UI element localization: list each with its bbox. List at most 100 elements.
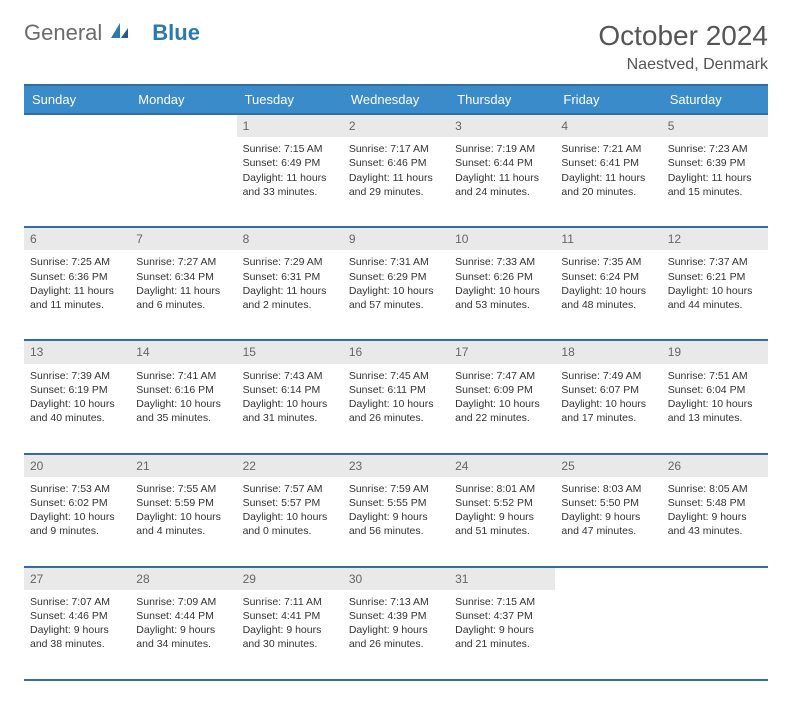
calendar-day: 29 Sunrise: 7:11 AMSunset: 4:41 PMDayligh… <box>237 567 343 680</box>
sunrise-text: Sunrise: 7:59 AM <box>349 482 443 496</box>
sunrise-text: Sunrise: 7:35 AM <box>561 255 655 269</box>
day-number: 25 <box>555 455 661 477</box>
daylight-text: Daylight: 11 hours and 6 minutes. <box>136 284 230 312</box>
calendar-day: 3Sunrise: 7:19 AMSunset: 6:44 PMDaylight… <box>449 114 555 227</box>
calendar-day: 7Sunrise: 7:27 AMSunset: 6:34 PMDaylight… <box>130 227 236 340</box>
calendar-day: 21Sunrise: 7:55 AMSunset: 5:59 PMDayligh… <box>130 454 236 567</box>
day-number: 7 <box>130 228 236 250</box>
sunrise-text: Sunrise: 7:23 AM <box>668 142 762 156</box>
sunset-text: Sunset: 4:41 PM <box>243 609 337 623</box>
calendar-day: 14Sunrise: 7:41 AMSunset: 6:16 PMDayligh… <box>130 340 236 453</box>
sunrise-text: Sunrise: 7:29 AM <box>243 255 337 269</box>
calendar-day: 31Sunrise: 7:15 AMSunset: 4:37 PMDayligh… <box>449 567 555 680</box>
sunrise-text: Sunrise: 7:47 AM <box>455 369 549 383</box>
daylight-text: Daylight: 10 hours and 48 minutes. <box>561 284 655 312</box>
day-number: 30 <box>343 568 449 590</box>
sunset-text: Sunset: 6:21 PM <box>668 270 762 284</box>
daylight-text: Daylight: 9 hours and 34 minutes. <box>136 623 230 651</box>
calendar-day: 13Sunrise: 7:39 AMSunset: 6:19 PMDayligh… <box>24 340 130 453</box>
sunset-text: Sunset: 6:16 PM <box>136 383 230 397</box>
calendar-empty <box>130 114 236 227</box>
calendar-day: 15Sunrise: 7:43 AMSunset: 6:14 PMDayligh… <box>237 340 343 453</box>
day-number: 29 <box>237 568 343 590</box>
sunrise-text: Sunrise: 7:43 AM <box>243 369 337 383</box>
daylight-text: Daylight: 10 hours and 13 minutes. <box>668 397 762 425</box>
day-number: 13 <box>24 341 130 363</box>
day-number: 23 <box>343 455 449 477</box>
daylight-text: Daylight: 9 hours and 56 minutes. <box>349 510 443 538</box>
sunrise-text: Sunrise: 7:37 AM <box>668 255 762 269</box>
sunrise-text: Sunrise: 7:09 AM <box>136 595 230 609</box>
day-number: 6 <box>24 228 130 250</box>
day-number: 3 <box>449 115 555 137</box>
sunrise-text: Sunrise: 7:13 AM <box>349 595 443 609</box>
day-number: 4 <box>555 115 661 137</box>
daylight-text: Daylight: 9 hours and 30 minutes. <box>243 623 337 651</box>
sunset-text: Sunset: 6:41 PM <box>561 156 655 170</box>
day-header: Wednesday <box>343 85 449 114</box>
sunrise-text: Sunrise: 7:41 AM <box>136 369 230 383</box>
calendar-empty <box>662 567 768 680</box>
sunset-text: Sunset: 4:37 PM <box>455 609 549 623</box>
sunrise-text: Sunrise: 7:21 AM <box>561 142 655 156</box>
daylight-text: Daylight: 10 hours and 53 minutes. <box>455 284 549 312</box>
daylight-text: Daylight: 10 hours and 35 minutes. <box>136 397 230 425</box>
calendar-day: 23Sunrise: 7:59 AMSunset: 5:55 PMDayligh… <box>343 454 449 567</box>
calendar-day: 27Sunrise: 7:07 AMSunset: 4:46 PMDayligh… <box>24 567 130 680</box>
day-number: 20 <box>24 455 130 477</box>
day-header: Thursday <box>449 85 555 114</box>
logo-sail-icon <box>108 21 130 46</box>
day-header: Monday <box>130 85 236 114</box>
sunrise-text: Sunrise: 7:53 AM <box>30 482 124 496</box>
day-number: 19 <box>662 341 768 363</box>
calendar-day: 9Sunrise: 7:31 AMSunset: 6:29 PMDaylight… <box>343 227 449 340</box>
day-number: 2 <box>343 115 449 137</box>
calendar-table: SundayMondayTuesdayWednesdayThursdayFrid… <box>24 84 768 681</box>
sunset-text: Sunset: 5:52 PM <box>455 496 549 510</box>
sunset-text: Sunset: 5:50 PM <box>561 496 655 510</box>
sunrise-text: Sunrise: 7:25 AM <box>30 255 124 269</box>
sunset-text: Sunset: 6:09 PM <box>455 383 549 397</box>
daylight-text: Daylight: 9 hours and 47 minutes. <box>561 510 655 538</box>
daylight-text: Daylight: 10 hours and 31 minutes. <box>243 397 337 425</box>
sunrise-text: Sunrise: 7:15 AM <box>243 142 337 156</box>
sunset-text: Sunset: 6:07 PM <box>561 383 655 397</box>
day-number: 22 <box>237 455 343 477</box>
calendar-day: 8Sunrise: 7:29 AMSunset: 6:31 PMDaylight… <box>237 227 343 340</box>
daylight-text: Daylight: 9 hours and 38 minutes. <box>30 623 124 651</box>
logo-general-text: General <box>24 20 102 46</box>
daylight-text: Daylight: 11 hours and 2 minutes. <box>243 284 337 312</box>
sunrise-text: Sunrise: 7:11 AM <box>243 595 337 609</box>
sunset-text: Sunset: 5:57 PM <box>243 496 337 510</box>
daylight-text: Daylight: 11 hours and 29 minutes. <box>349 171 443 199</box>
daylight-text: Daylight: 11 hours and 11 minutes. <box>30 284 124 312</box>
sunset-text: Sunset: 5:59 PM <box>136 496 230 510</box>
daylight-text: Daylight: 9 hours and 43 minutes. <box>668 510 762 538</box>
daylight-text: Daylight: 11 hours and 24 minutes. <box>455 171 549 199</box>
daylight-text: Daylight: 11 hours and 15 minutes. <box>668 171 762 199</box>
calendar-week: 6Sunrise: 7:25 AMSunset: 6:36 PMDaylight… <box>24 227 768 340</box>
calendar-day: 30Sunrise: 7:13 AMSunset: 4:39 PMDayligh… <box>343 567 449 680</box>
daylight-text: Daylight: 9 hours and 21 minutes. <box>455 623 549 651</box>
sunset-text: Sunset: 6:31 PM <box>243 270 337 284</box>
day-number: 16 <box>343 341 449 363</box>
calendar-day: 18Sunrise: 7:49 AMSunset: 6:07 PMDayligh… <box>555 340 661 453</box>
daylight-text: Daylight: 10 hours and 17 minutes. <box>561 397 655 425</box>
sunset-text: Sunset: 6:14 PM <box>243 383 337 397</box>
sunset-text: Sunset: 6:39 PM <box>668 156 762 170</box>
daylight-text: Daylight: 11 hours and 33 minutes. <box>243 171 337 199</box>
calendar-week: 13Sunrise: 7:39 AMSunset: 6:19 PMDayligh… <box>24 340 768 453</box>
sunrise-text: Sunrise: 7:57 AM <box>243 482 337 496</box>
day-number: 21 <box>130 455 236 477</box>
sunrise-text: Sunrise: 7:39 AM <box>30 369 124 383</box>
calendar-day: 25Sunrise: 8:03 AMSunset: 5:50 PMDayligh… <box>555 454 661 567</box>
sunrise-text: Sunrise: 7:27 AM <box>136 255 230 269</box>
day-number: 27 <box>24 568 130 590</box>
daylight-text: Daylight: 10 hours and 4 minutes. <box>136 510 230 538</box>
day-number: 10 <box>449 228 555 250</box>
daylight-text: Daylight: 9 hours and 51 minutes. <box>455 510 549 538</box>
sunset-text: Sunset: 6:24 PM <box>561 270 655 284</box>
calendar-day: 26Sunrise: 8:05 AMSunset: 5:48 PMDayligh… <box>662 454 768 567</box>
calendar-day: 11Sunrise: 7:35 AMSunset: 6:24 PMDayligh… <box>555 227 661 340</box>
day-number: 18 <box>555 341 661 363</box>
